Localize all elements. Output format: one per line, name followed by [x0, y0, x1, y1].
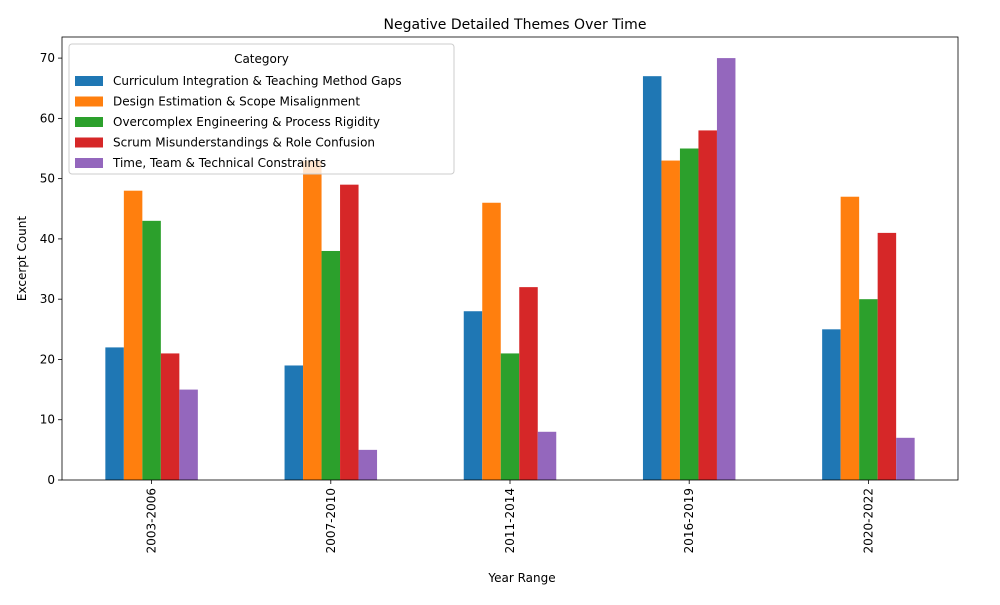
bar — [123, 190, 143, 480]
y-tick-label: 40 — [40, 232, 55, 246]
bar — [179, 389, 198, 480]
bar — [822, 329, 841, 480]
bar — [303, 160, 322, 481]
y-tick-label: 0 — [47, 473, 55, 487]
bar — [896, 437, 915, 480]
y-axis-label: Excerpt Count — [15, 216, 29, 301]
bar — [358, 449, 378, 480]
bar — [105, 347, 124, 480]
y-tick-label: 30 — [40, 292, 55, 306]
bar — [160, 353, 180, 480]
legend-title: Category — [234, 52, 289, 66]
bar — [859, 299, 878, 480]
legend-label: Time, Team & Technical Constraints — [112, 156, 326, 170]
bar — [661, 160, 680, 481]
legend-swatch — [75, 158, 103, 168]
legend-label: Overcomplex Engineering & Process Rigidi… — [113, 115, 380, 129]
bar — [340, 184, 359, 480]
y-tick-label: 10 — [40, 413, 55, 427]
bar — [519, 287, 538, 480]
bar — [877, 232, 897, 480]
bar — [537, 431, 557, 480]
plot-frame — [61, 36, 959, 481]
legend-label: Curriculum Integration & Teaching Method… — [113, 74, 402, 88]
bar — [642, 76, 662, 480]
legend-swatch — [75, 117, 103, 127]
bar — [679, 148, 699, 480]
x-tick-label: 2007-2010 — [324, 488, 338, 553]
x-tick-label: 2020-2022 — [861, 488, 875, 553]
bar — [500, 353, 520, 480]
y-tick-label: 60 — [40, 111, 55, 125]
legend: Category Curriculum Integration & Teachin… — [68, 43, 455, 175]
x-axis-label: Year Range — [487, 571, 555, 585]
legend-label: Scrum Misunderstandings & Role Confusion — [113, 136, 375, 150]
legend-box — [68, 43, 455, 175]
bar — [482, 202, 501, 481]
y-axis: 0 10 20 30 40 50 60 70 — [40, 51, 62, 487]
bar — [321, 250, 341, 480]
bar — [142, 220, 161, 480]
legend-swatch — [75, 96, 103, 107]
legend-swatch — [75, 137, 103, 148]
bar — [284, 365, 304, 480]
bar — [698, 130, 717, 481]
y-tick-label: 70 — [40, 51, 55, 65]
y-tick-label: 20 — [40, 352, 55, 366]
bar — [463, 311, 483, 480]
bar — [716, 58, 736, 480]
x-axis: 2003-2006 2007-2010 2011-2014 2016-2019 2020… — [145, 480, 875, 553]
legend-swatch — [75, 76, 103, 86]
bar — [840, 196, 860, 481]
y-tick-label: 50 — [40, 172, 55, 186]
x-tick-label: 2003-2006 — [145, 488, 159, 553]
bars — [105, 58, 915, 481]
x-tick-label: 2011-2014 — [503, 488, 517, 553]
legend-label: Design Estimation & Scope Misalignment — [113, 95, 360, 109]
x-tick-label: 2016-2019 — [682, 488, 696, 553]
chart-title: Negative Detailed Themes Over Time — [384, 17, 647, 33]
